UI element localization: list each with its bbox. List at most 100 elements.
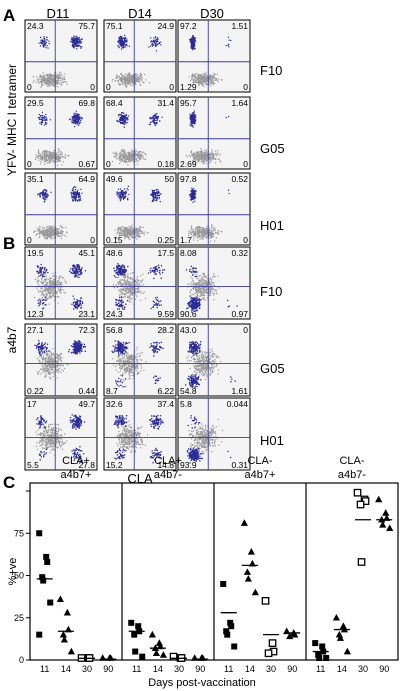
quadrant-percentage: 0.44 — [78, 386, 95, 396]
quadrant-percentage: 48.6 — [106, 248, 123, 258]
flow-plot-frame — [24, 19, 98, 93]
flow-plot-events — [35, 414, 86, 462]
quadrant-percentage: 24.3 — [27, 21, 44, 31]
quadrant-percentage: 27.8 — [78, 460, 95, 470]
x-tick-label: 14 — [61, 664, 71, 674]
quadrant-percentage: 49.6 — [106, 174, 123, 184]
y-tick-label: 50 — [14, 571, 24, 581]
data-point — [132, 648, 139, 655]
quadrant-percentage: 6.22 — [157, 386, 174, 396]
data-point — [386, 524, 394, 531]
data-point — [286, 632, 294, 640]
quadrant-percentage: 1.61 — [231, 386, 248, 396]
quadrant-percentage: 14.8 — [157, 460, 174, 470]
panel-a-y-axis-label: YFV- MHC I tetramer — [5, 64, 19, 176]
data-point — [357, 558, 366, 566]
data-point — [356, 500, 365, 509]
data-point — [36, 530, 43, 537]
group-title-line2: a4b7+ — [61, 469, 92, 481]
quadrant-percentage: 2.69 — [180, 159, 197, 169]
group-title-line1: CLA- — [339, 455, 364, 467]
row-label-a-h01: H01 — [260, 218, 284, 233]
data-point — [379, 521, 387, 528]
quadrant-percentage: 0.18 — [157, 159, 174, 169]
x-tick-label: 30 — [82, 664, 92, 674]
data-point — [243, 568, 251, 575]
quadrant-percentage: 69.8 — [78, 98, 95, 108]
panel-letter-c: C — [3, 473, 15, 492]
data-point — [60, 635, 68, 643]
quadrant-percentage: 75.1 — [106, 21, 123, 31]
data-point — [224, 631, 231, 638]
data-point — [382, 509, 390, 516]
data-point — [251, 588, 259, 596]
data-point — [131, 631, 138, 638]
quadrant-percentage: 72.3 — [78, 325, 95, 335]
quadrant-percentage: 27.1 — [27, 325, 44, 335]
quadrant-percentage: 0.32 — [231, 248, 248, 258]
quadrant-percentage: 17 — [27, 399, 37, 409]
data-point — [268, 639, 277, 647]
group-title-line2: a4b7+ — [245, 469, 276, 481]
flow-plot-frame — [24, 397, 98, 471]
data-point — [44, 558, 51, 565]
quadrant-percentage: 8.7 — [106, 386, 118, 396]
data-point — [220, 580, 227, 587]
flow-plot: 75.1 24.9 0 0 — [103, 19, 177, 93]
data-point — [99, 654, 107, 661]
quadrant-percentage: 17.5 — [157, 248, 174, 258]
quadrant-percentage: 0 — [90, 82, 95, 92]
group-title-line1: CLA+ — [154, 455, 182, 467]
column-header-d30: D30 — [200, 6, 224, 21]
data-point — [264, 649, 273, 658]
data-point — [56, 595, 64, 602]
quadrant-percentage: 1.29 — [180, 82, 197, 92]
data-point — [261, 597, 270, 605]
y-axis-label: %+ve — [7, 558, 19, 586]
data-point — [227, 619, 234, 626]
quadrant-percentage: 12.3 — [27, 309, 44, 319]
quadrant-percentage: 1.51 — [231, 21, 248, 31]
y-tick-label: 25 — [14, 613, 24, 623]
flow-plot-frame — [177, 19, 251, 93]
quadrant-percentage: 0 — [106, 159, 111, 169]
column-header-d11: D11 — [47, 6, 70, 21]
quadrant-percentage: 35.1 — [27, 174, 44, 184]
data-point — [59, 630, 67, 638]
flow-plot: 35.1 64.9 0 0 — [24, 172, 98, 246]
flow-plot-frame — [103, 246, 177, 320]
flow-plot-events — [185, 110, 230, 166]
quadrant-percentage: 5.5 — [27, 460, 39, 470]
quadrant-percentage: 0 — [106, 82, 111, 92]
quadrant-percentage: 0.67 — [78, 159, 95, 169]
flow-plot-events — [35, 110, 83, 166]
data-point — [312, 640, 319, 647]
data-point — [319, 643, 326, 650]
flow-plot-events — [111, 112, 163, 166]
row-label-b-f10: F10 — [260, 284, 282, 299]
group-title-line2: a4b7- — [338, 469, 366, 481]
data-point — [128, 619, 135, 626]
data-point — [336, 634, 344, 641]
data-point — [135, 623, 142, 630]
row-label-b-g05: G05 — [260, 361, 285, 376]
flow-plot: 24.3 75.7 0 0 — [24, 19, 98, 93]
flow-plot: 17 49.7 5.5 27.8 — [24, 397, 98, 471]
panel-b-x-axis-label: CLA — [127, 471, 153, 486]
data-point — [223, 628, 230, 635]
data-point — [343, 647, 351, 655]
quadrant-percentage: 0.22 — [27, 386, 44, 396]
x-tick-label: 30 — [266, 664, 276, 674]
quadrant-percentage: 0 — [90, 235, 95, 245]
flow-plot: 49.6 50 0.15 0.25 — [103, 172, 177, 246]
quadrant-percentage: 0 — [169, 82, 174, 92]
flow-plot: 27.1 72.3 0.22 0.44 — [24, 323, 98, 397]
row-label-a-g05: G05 — [260, 141, 285, 156]
flow-plot: 29.5 69.8 0 0.67 — [24, 96, 98, 170]
data-point — [247, 548, 255, 555]
x-tick-label: 11 — [132, 664, 141, 674]
quadrant-percentage: 0 — [27, 235, 32, 245]
data-point — [240, 519, 248, 526]
quadrant-percentage: 28.2 — [157, 325, 174, 335]
